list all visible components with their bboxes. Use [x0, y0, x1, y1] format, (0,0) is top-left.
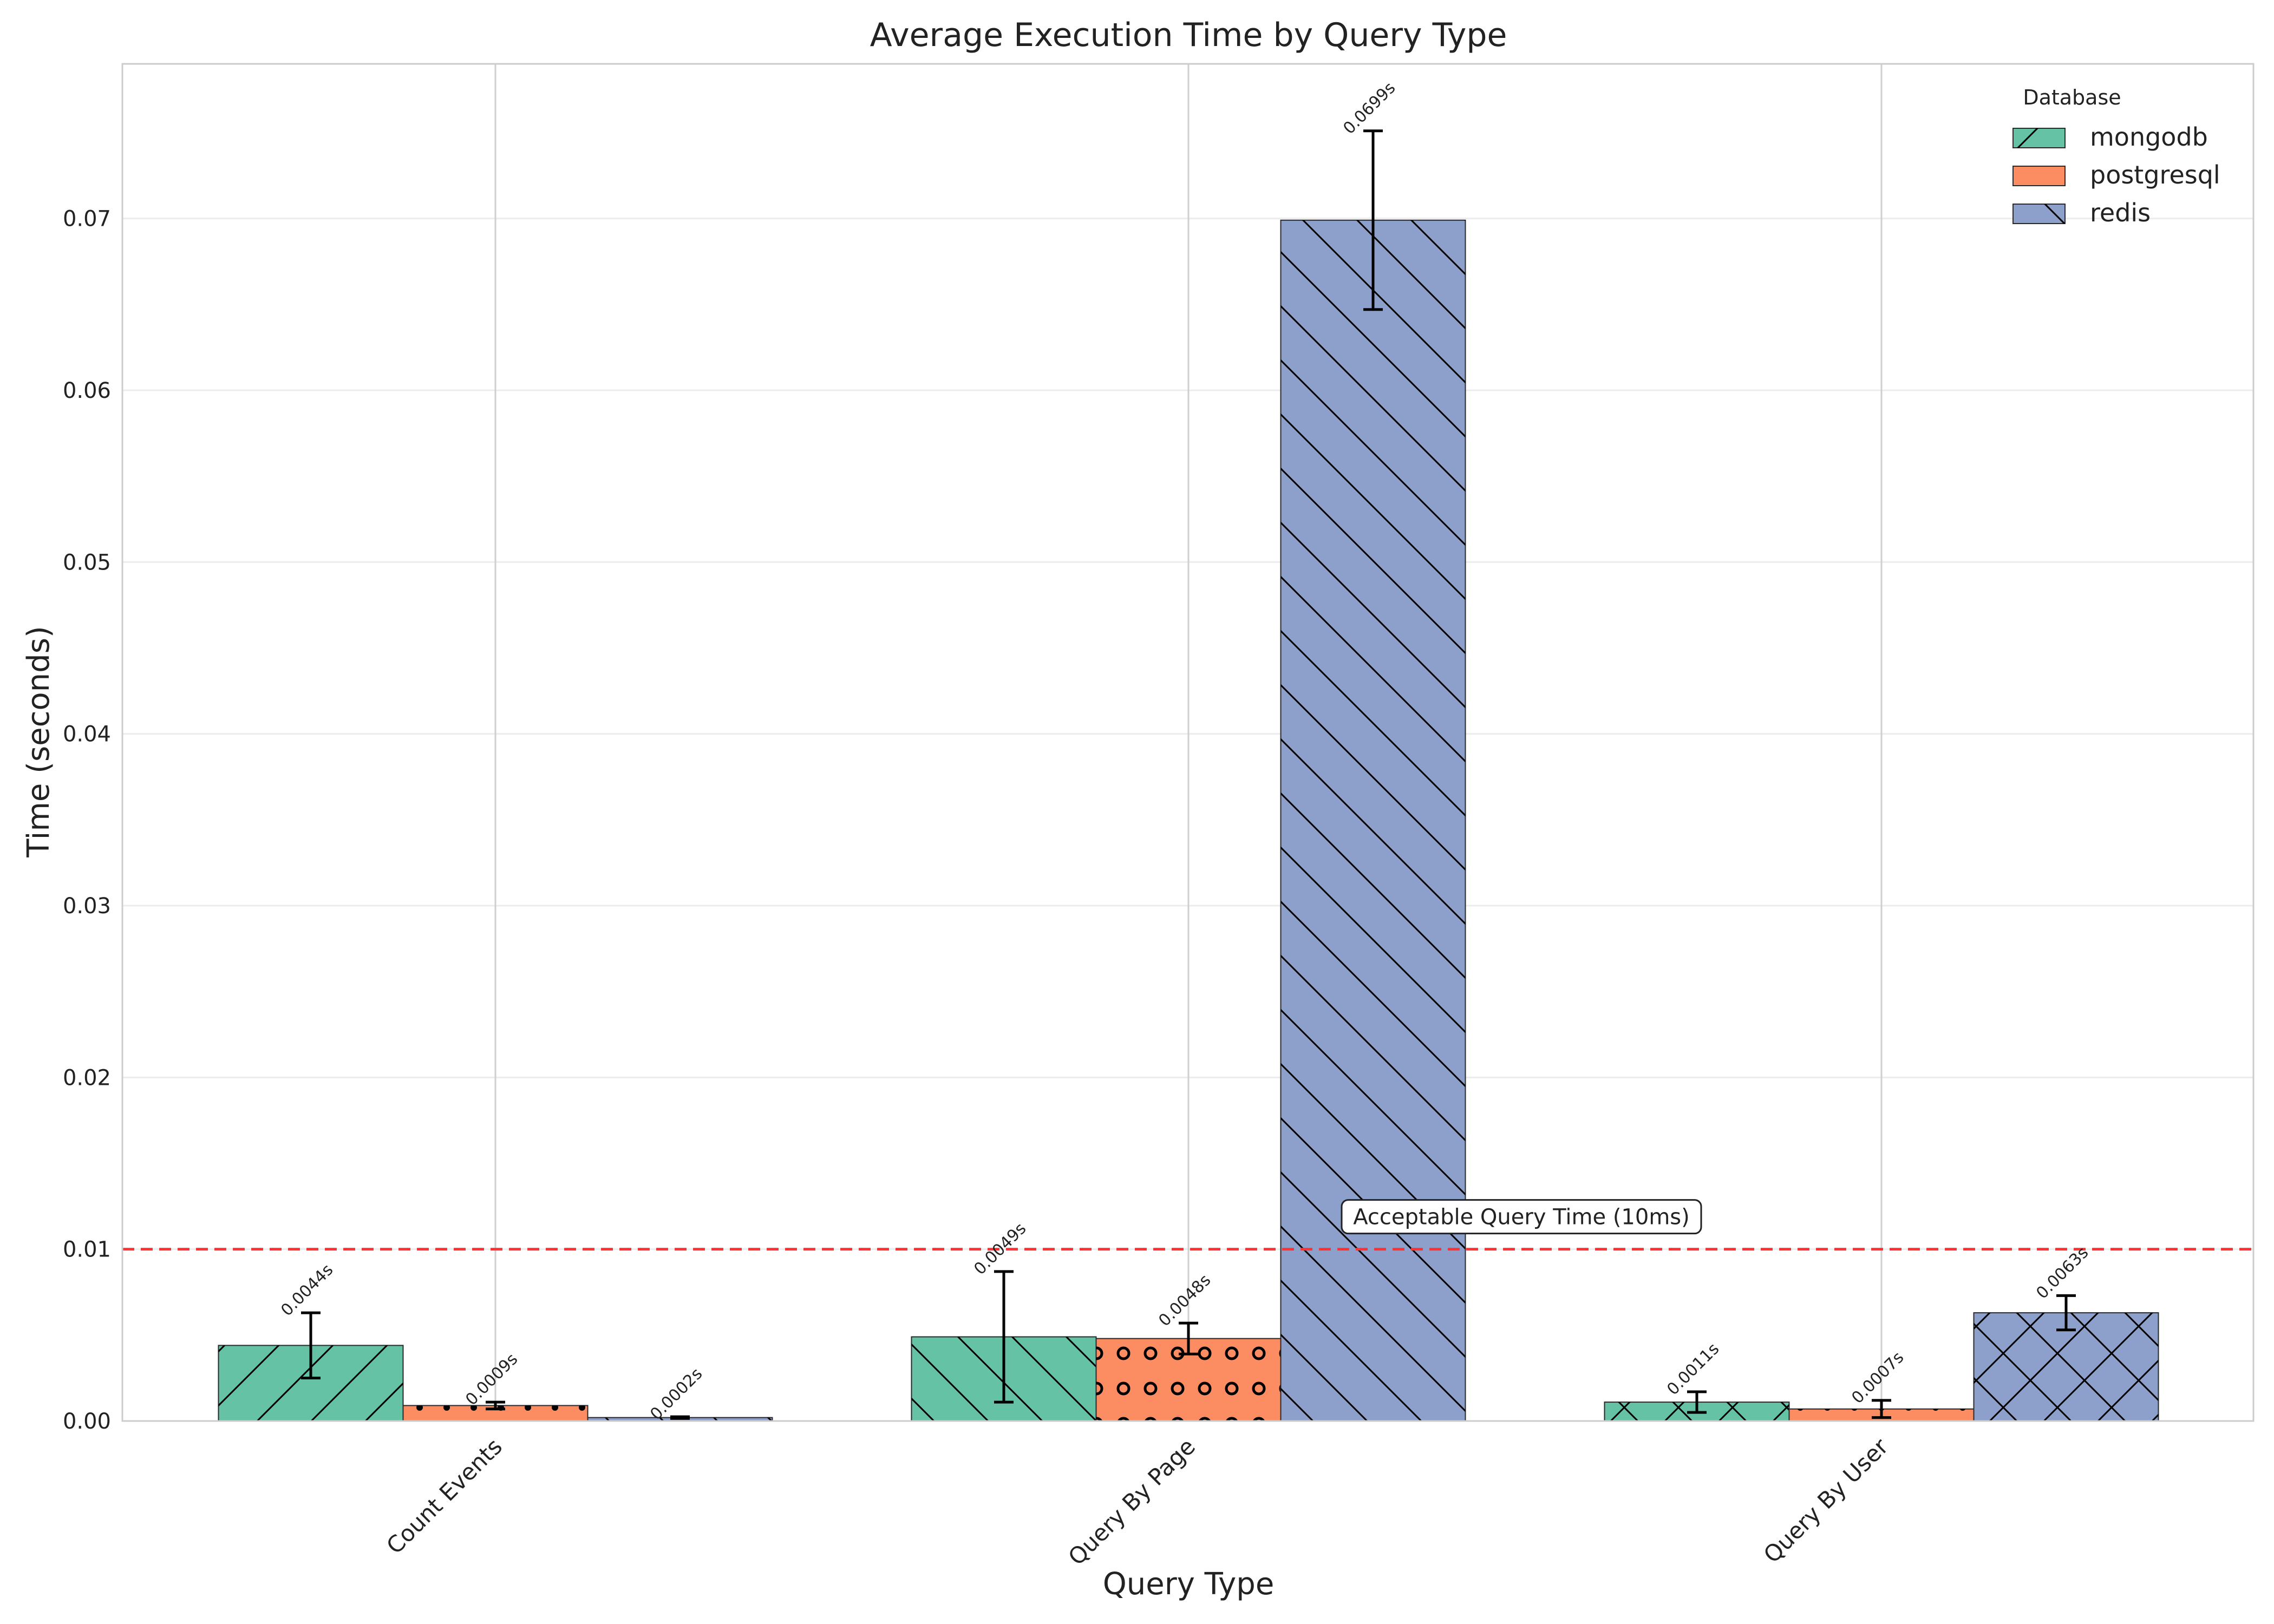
- legend-swatch-hatch: [2013, 128, 2065, 148]
- bar-value-label: 0.0007s: [1848, 1348, 1907, 1407]
- y-tick-label: 0.05: [63, 550, 111, 575]
- legend-items: mongodb postgresql redis: [2012, 122, 2220, 227]
- legend-label-mongodb: mongodb: [2090, 122, 2208, 152]
- error-bars: [301, 129, 2076, 1420]
- x-tick-label: Count Events: [381, 1433, 507, 1559]
- reference-annotation: Acceptable Query Time (10ms): [1341, 1199, 1702, 1235]
- x-axis: Count Events Query By Page Query By User: [381, 1433, 1893, 1570]
- y-tick-label: 0.01: [63, 1237, 111, 1262]
- plot-area: 0.0044s0.0049s0.0011s0.0009s0.0048s0.000…: [121, 63, 2255, 1424]
- grid: [122, 64, 2253, 1422]
- y-tick-label: 0.03: [63, 894, 111, 919]
- legend-label-postgresql: postgresql: [2090, 160, 2220, 189]
- bar-hatch-redis: [1280, 220, 1466, 1421]
- x-tick-label: Query By Page: [1063, 1433, 1200, 1570]
- legend-swatch-hatch: [2013, 204, 2065, 224]
- chart-title: Average Execution Time by Query Type: [870, 16, 1507, 54]
- bar-value-label: 0.0011s: [1663, 1339, 1723, 1399]
- y-tick-label: 0.00: [63, 1409, 111, 1434]
- bar-value-label: 0.0044s: [277, 1260, 337, 1320]
- y-tick-label: 0.04: [63, 722, 111, 747]
- legend-swatch-postgresql: [2012, 166, 2066, 186]
- reference-annotation-box: [1341, 1199, 1702, 1235]
- y-tick-label: 0.07: [63, 207, 111, 232]
- x-tick-label: Query By User: [1759, 1433, 1894, 1568]
- data-labels: 0.0044s0.0049s0.0011s0.0009s0.0048s0.000…: [277, 78, 2092, 1424]
- bar-value-label: 0.0048s: [1155, 1271, 1214, 1330]
- y-tick-label: 0.02: [63, 1065, 111, 1090]
- legend-label-redis: redis: [2090, 198, 2151, 227]
- bar-value-label: 0.0002s: [646, 1364, 706, 1424]
- y-tick-label: 0.06: [63, 378, 111, 403]
- y-axis: 0.00 0.01 0.02 0.03 0.04 0.05 0.06 0.07: [63, 207, 111, 1434]
- legend-title: Database: [2023, 86, 2121, 109]
- plot-frame: [121, 63, 2255, 1422]
- bar-value-label: 0.0009s: [462, 1350, 521, 1409]
- y-axis-label: Time (seconds): [21, 626, 56, 857]
- x-axis-label: Query Type: [1103, 1567, 1275, 1602]
- bar-value-label: 0.0699s: [1339, 78, 1399, 138]
- legend: Database mongodb postgresql redis: [2012, 86, 2220, 227]
- reference-annotation-label: Acceptable Query Time (10ms): [1353, 1205, 1689, 1230]
- bar-value-label: 0.0063s: [2033, 1243, 2092, 1303]
